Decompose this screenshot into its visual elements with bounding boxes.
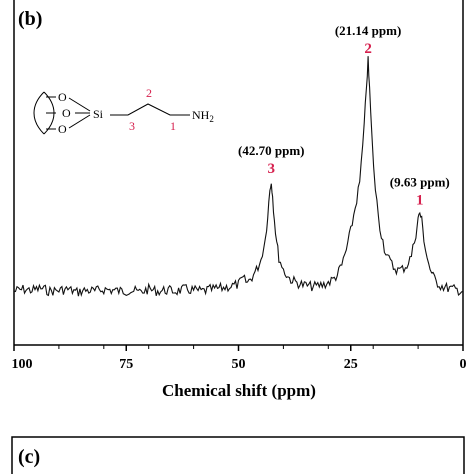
carbon-number-1: 1 xyxy=(170,119,176,133)
x-tick-label: 75 xyxy=(119,357,133,372)
panel-c-label: (c) xyxy=(18,446,40,468)
propyl-chain xyxy=(110,103,190,116)
oxygen-label-3: O xyxy=(58,122,67,136)
x-tick-labels: 100 75 50 25 0 xyxy=(12,357,467,372)
peak-annotations: (42.70 ppm) 3 (21.14 ppm) 2 (9.63 ppm) 1 xyxy=(238,23,450,209)
carbon-number-3: 3 xyxy=(129,119,135,133)
peak-number-label: 2 xyxy=(364,41,372,57)
x-tick-label: 25 xyxy=(344,357,358,372)
x-tick-label: 100 xyxy=(12,357,33,372)
x-ticks xyxy=(13,345,464,351)
peak-annotation-text: (21.14 ppm) xyxy=(335,23,401,38)
x-tick-label: 50 xyxy=(232,357,246,372)
peak-number-label: 1 xyxy=(416,192,424,208)
x-axis-label: Chemical shift (ppm) xyxy=(162,381,316,400)
peak-annotation-text: (42.70 ppm) xyxy=(238,143,304,158)
peak-annotation-text: (9.63 ppm) xyxy=(390,174,450,189)
bracket-left xyxy=(33,91,45,135)
oxygen-label-1: O xyxy=(58,90,67,104)
silicon-label: Si xyxy=(93,107,104,121)
amine-label: NH2 xyxy=(192,108,214,124)
spectrum-line xyxy=(13,56,464,298)
x-tick-label: 0 xyxy=(460,357,467,372)
panel-c-frame xyxy=(11,436,465,474)
molecule-structure: O O O Si NH2 3 2 1 xyxy=(33,86,214,136)
peak-number-label: 3 xyxy=(268,161,276,177)
carbon-number-2: 2 xyxy=(146,86,152,100)
oxygen-label-2: O xyxy=(62,106,71,120)
panel-b-label: (b) xyxy=(18,8,42,30)
